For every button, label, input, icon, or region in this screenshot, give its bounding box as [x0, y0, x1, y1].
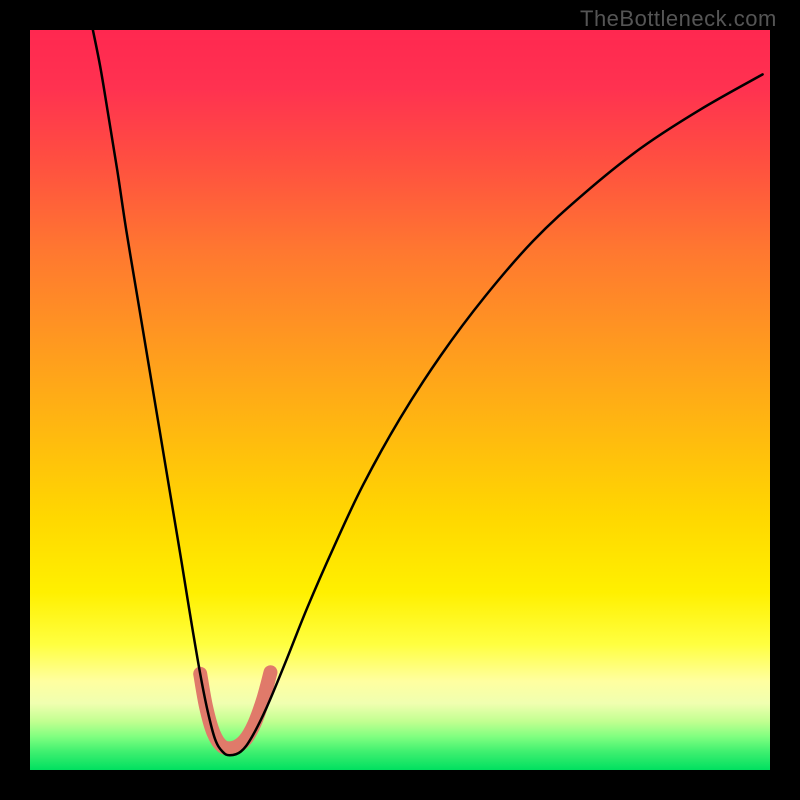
- gradient-background: [30, 30, 770, 770]
- plot-area: [30, 30, 770, 770]
- outer-frame: TheBottleneck.com: [0, 0, 800, 800]
- watermark-text: TheBottleneck.com: [580, 6, 777, 32]
